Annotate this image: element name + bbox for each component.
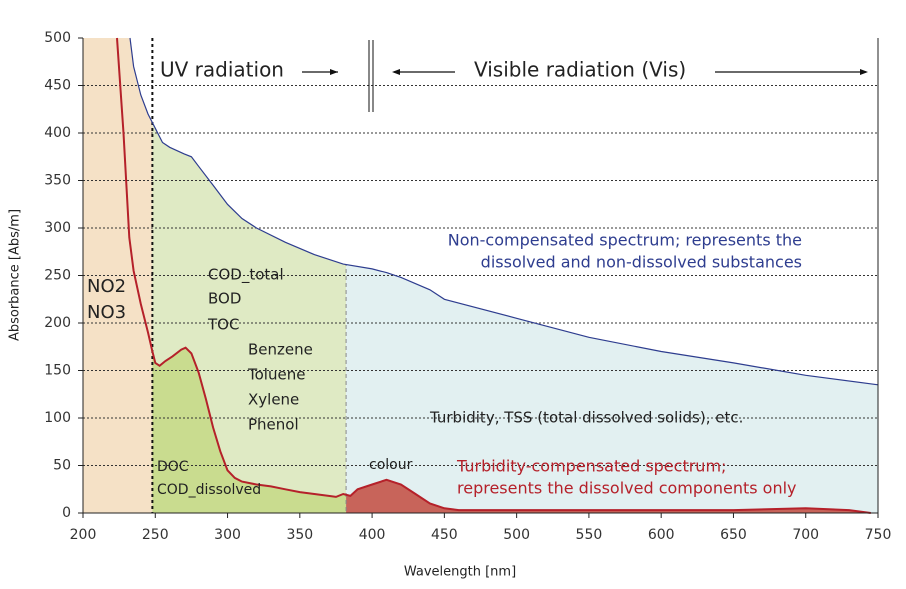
- comp-label: represents the dissolved components only: [457, 479, 797, 498]
- lines: [116, 37, 879, 514]
- x-tick-label: 600: [648, 527, 675, 543]
- annotations: UV radiation Visible radiation (Vis) Non…: [8, 40, 868, 580]
- organic-label: Benzene: [248, 341, 313, 359]
- organic-label: Toluene: [247, 366, 305, 384]
- y-tick-label: 350: [44, 173, 71, 189]
- x-tick-label: 250: [142, 527, 169, 543]
- vis-label: Visible radiation (Vis): [474, 58, 686, 82]
- x-tick-label: 650: [720, 527, 747, 543]
- comp-label: Turbidity-compensated spectrum;: [456, 457, 726, 476]
- x-tick-label: 200: [70, 527, 97, 543]
- cod-label: BOD: [208, 290, 241, 308]
- dissolved-label: DOC: [157, 459, 189, 475]
- x-tick-label: 350: [286, 527, 313, 543]
- nitrate-label: NO3: [87, 302, 126, 323]
- organic-label: Xylene: [248, 391, 299, 409]
- y-tick-label: 50: [53, 458, 71, 474]
- x-tick-label: 450: [431, 527, 458, 543]
- uv-label: UV radiation: [160, 58, 284, 82]
- cod-label: COD_total: [208, 266, 284, 285]
- y-tick-label: 200: [44, 315, 71, 331]
- series-line: [116, 37, 871, 514]
- y-tick-label: 100: [44, 410, 71, 426]
- cod-label: TOC: [207, 316, 239, 334]
- dissolved-label: COD_dissolved: [157, 482, 261, 498]
- noncomp-label: dissolved and non-dissolved substances: [481, 253, 802, 272]
- y-tick-label: 150: [44, 363, 71, 379]
- y-tick-label: 250: [44, 268, 71, 284]
- x-tick-label: 400: [359, 527, 386, 543]
- y-axis-label: Absorbance [Abs/m]: [8, 209, 23, 341]
- series-line: [129, 37, 879, 386]
- x-tick-label: 750: [865, 527, 892, 543]
- x-tick-label: 500: [503, 527, 530, 543]
- ticks: 200 250 300 350 400 450 500 550 600 650 700 750 0 50 1…: [44, 30, 891, 543]
- noncomp-label: Non-compensated spectrum; represents the: [448, 231, 802, 250]
- x-tick-label: 550: [576, 527, 603, 543]
- nitrate-label: NO2: [87, 276, 126, 297]
- y-tick-label: 500: [44, 30, 71, 46]
- y-tick-label: 400: [44, 125, 71, 141]
- y-tick-label: 450: [44, 78, 71, 94]
- y-tick-label: 300: [44, 220, 71, 236]
- arrow-head: [392, 69, 400, 75]
- x-tick-label: 300: [214, 527, 241, 543]
- organic-label: Phenol: [248, 416, 299, 434]
- y-tick-label: 0: [62, 505, 71, 521]
- arrow-head: [860, 69, 868, 75]
- colour-label: colour: [369, 457, 413, 473]
- turbidity-label: Turbidity, TSS (total dissolved solids),…: [429, 409, 743, 427]
- arrow-head: [330, 69, 338, 75]
- x-tick-label: 700: [792, 527, 819, 543]
- x-axis-label: Wavelength [nm]: [404, 565, 516, 580]
